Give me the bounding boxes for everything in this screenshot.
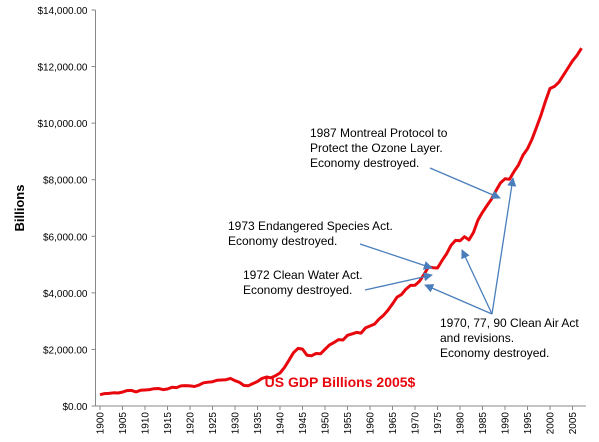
x-tick-label: 1955 bbox=[343, 412, 354, 435]
annotation: 1972 Clean Water Act. bbox=[243, 268, 363, 282]
annotation-arrow bbox=[461, 249, 493, 315]
y-axis-label: Billions bbox=[12, 185, 27, 232]
annotation-arrow bbox=[491, 177, 517, 315]
x-tick-label: 1905 bbox=[118, 412, 129, 435]
y-tick-label: $6,000.00 bbox=[43, 232, 88, 243]
annotation: Economy destroyed. bbox=[228, 234, 337, 248]
y-tick-label: $8,000.00 bbox=[43, 176, 88, 187]
annotation: 1987 Montreal Protocol to bbox=[310, 126, 448, 140]
x-tick-label: 1985 bbox=[478, 412, 489, 435]
x-tick-label: 1965 bbox=[388, 412, 399, 435]
x-tick-label: 2000 bbox=[546, 412, 557, 435]
x-tick-label: 1900 bbox=[96, 412, 107, 435]
x-tick-label: 1940 bbox=[276, 412, 287, 435]
y-tick-label: $10,000.00 bbox=[37, 119, 87, 130]
x-tick-label: 1995 bbox=[523, 412, 534, 435]
x-tick-label: 1910 bbox=[141, 412, 152, 435]
annotation: and revisions. bbox=[440, 331, 514, 345]
line-series bbox=[99, 47, 583, 397]
x-tick-label: 1970 bbox=[411, 412, 422, 435]
annotation-arrow bbox=[364, 272, 433, 291]
annotation: Economy destroyed. bbox=[243, 283, 352, 297]
x-tick-label: 1990 bbox=[501, 412, 512, 435]
x-tick-label: 1945 bbox=[298, 412, 309, 435]
annotation: Protect the Ozone Layer. bbox=[310, 141, 443, 155]
x-tick-label: 1915 bbox=[163, 412, 174, 435]
x-tick-label: 1935 bbox=[253, 412, 264, 435]
x-tick-label: 2005 bbox=[568, 412, 579, 435]
y-tick-label: $2,000.00 bbox=[43, 345, 88, 356]
y-tick-label: $14,000.00 bbox=[37, 6, 87, 17]
y-tick-label: $12,000.00 bbox=[37, 63, 87, 74]
x-tick-label: 1920 bbox=[186, 412, 197, 435]
annotation-arrow bbox=[424, 284, 493, 315]
annotation: 1973 Endangered Species Act. bbox=[228, 219, 393, 233]
x-tick-label: 1950 bbox=[321, 412, 332, 435]
annotation-arrow bbox=[359, 243, 433, 270]
x-tick-label: 1975 bbox=[433, 412, 444, 435]
annotation-arrow bbox=[429, 167, 501, 199]
y-tick-label: $0.00 bbox=[62, 402, 87, 413]
annotation: Economy destroyed. bbox=[310, 156, 419, 170]
x-tick-label: 1980 bbox=[456, 412, 467, 435]
chart-title: US GDP Billions 2005$ bbox=[265, 374, 416, 390]
annotation: 1970, 77, 90 Clean Air Act bbox=[440, 316, 579, 330]
x-tick-label: 1960 bbox=[366, 412, 377, 435]
x-tick-label: 1925 bbox=[208, 412, 219, 435]
y-tick-label: $4,000.00 bbox=[43, 289, 88, 300]
annotation: Economy destroyed. bbox=[440, 346, 549, 360]
x-tick-label: 1930 bbox=[231, 412, 242, 435]
